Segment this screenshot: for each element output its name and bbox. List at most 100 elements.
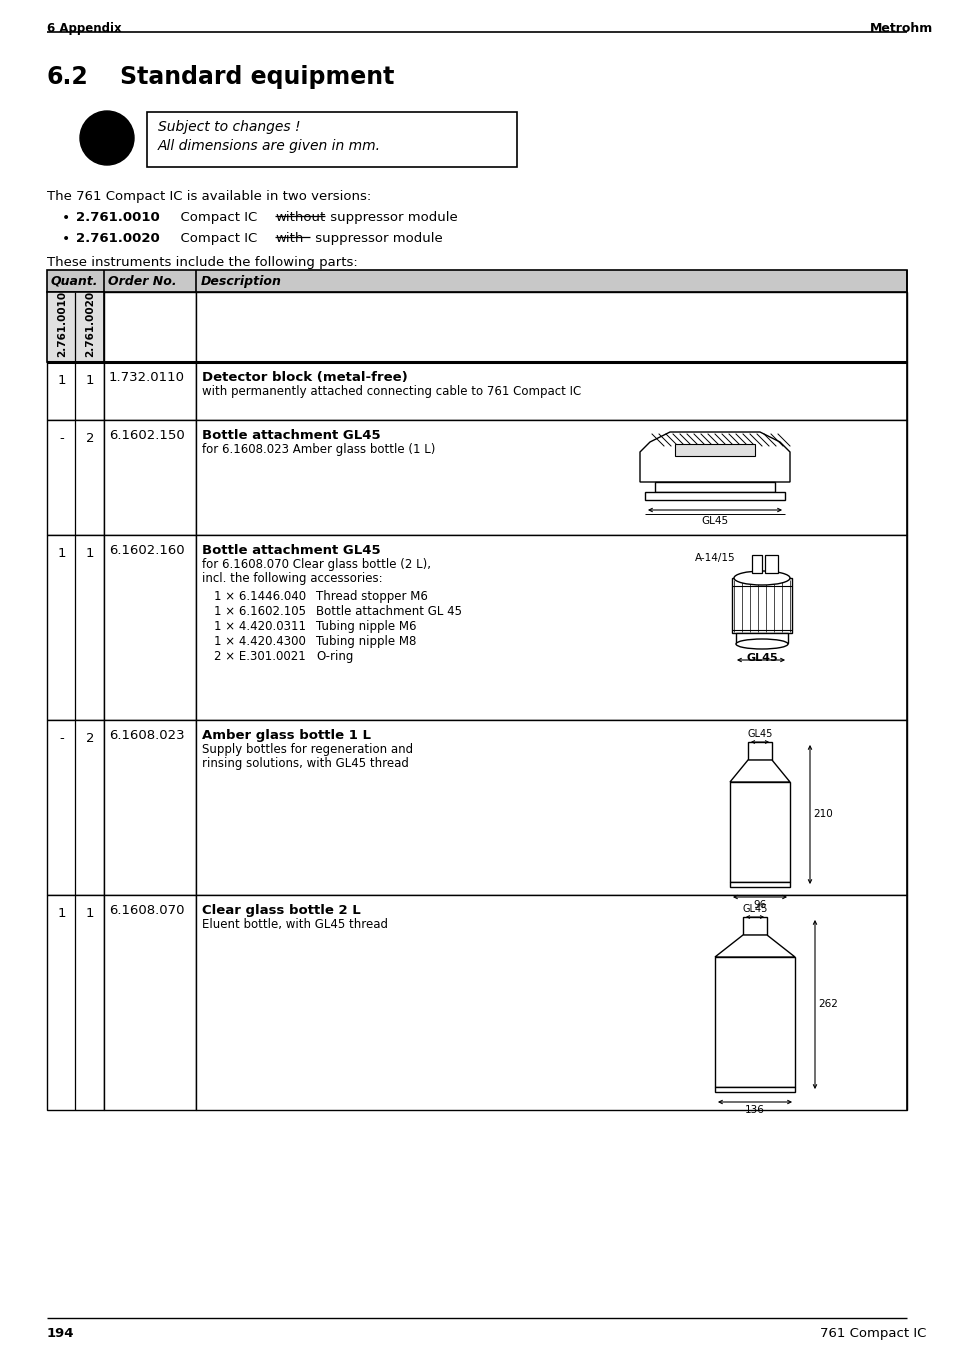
Ellipse shape xyxy=(733,571,789,585)
Text: Bottle attachment GL 45: Bottle attachment GL 45 xyxy=(315,605,461,617)
Bar xyxy=(747,742,771,761)
Text: !: ! xyxy=(99,122,115,155)
Text: These instruments include the following parts:: These instruments include the following … xyxy=(47,255,357,269)
Text: Amber glass bottle 1 L: Amber glass bottle 1 L xyxy=(202,730,371,742)
Text: Eluent bottle, with GL45 thread: Eluent bottle, with GL45 thread xyxy=(202,917,388,931)
Text: -: - xyxy=(59,432,64,444)
Text: •: • xyxy=(62,232,71,246)
Text: Supply bottles for regeneration and: Supply bottles for regeneration and xyxy=(202,743,413,757)
Bar xyxy=(195,535,906,720)
Text: 1 × 6.1602.105: 1 × 6.1602.105 xyxy=(213,605,306,617)
Text: 2: 2 xyxy=(86,432,94,444)
Text: 96: 96 xyxy=(753,900,766,911)
Text: All dimensions are given in mm.: All dimensions are given in mm. xyxy=(158,139,380,153)
Polygon shape xyxy=(639,432,789,482)
Text: Thread stopper M6: Thread stopper M6 xyxy=(315,590,428,603)
Bar xyxy=(195,362,906,420)
Bar xyxy=(742,917,766,935)
Polygon shape xyxy=(714,935,794,957)
Text: 1: 1 xyxy=(58,907,66,920)
Text: with: with xyxy=(274,232,303,245)
Text: Clear glass bottle 2 L: Clear glass bottle 2 L xyxy=(202,904,360,917)
Bar xyxy=(104,420,195,535)
Text: with permanently attached connecting cable to 761 Compact IC: with permanently attached connecting cab… xyxy=(202,385,580,399)
Text: 2 × E.301.0021: 2 × E.301.0021 xyxy=(213,650,305,663)
Bar xyxy=(751,555,761,573)
Text: 6.1602.150: 6.1602.150 xyxy=(109,430,185,442)
Bar xyxy=(195,292,906,362)
Text: 2.761.0010: 2.761.0010 xyxy=(57,290,67,357)
Bar xyxy=(47,894,104,1111)
Bar xyxy=(104,362,195,420)
Text: suppressor module: suppressor module xyxy=(311,232,442,245)
Text: Description: Description xyxy=(201,276,281,288)
Text: 1: 1 xyxy=(58,374,66,386)
Bar xyxy=(47,270,906,292)
Circle shape xyxy=(80,111,133,165)
Text: GL45: GL45 xyxy=(746,730,772,739)
Text: GL45: GL45 xyxy=(741,904,767,915)
Text: suppressor module: suppressor module xyxy=(326,211,457,224)
Bar xyxy=(729,782,789,882)
Text: 194: 194 xyxy=(47,1327,74,1340)
Text: 1: 1 xyxy=(86,374,94,386)
Text: 6.1608.023: 6.1608.023 xyxy=(109,730,185,742)
Text: 1: 1 xyxy=(58,547,66,561)
Bar xyxy=(47,362,104,420)
Polygon shape xyxy=(729,761,789,782)
Bar xyxy=(104,292,195,362)
Text: Subject to changes !: Subject to changes ! xyxy=(158,120,300,134)
Bar xyxy=(47,535,104,720)
Bar xyxy=(714,957,794,1088)
Bar xyxy=(47,420,104,535)
Text: 6.2: 6.2 xyxy=(47,65,89,89)
Bar xyxy=(655,482,774,492)
Text: Tubing nipple M8: Tubing nipple M8 xyxy=(315,635,416,648)
Text: 1: 1 xyxy=(86,547,94,561)
Text: 6 Appendix: 6 Appendix xyxy=(47,22,121,35)
Text: 2.761.0020: 2.761.0020 xyxy=(76,232,159,245)
Bar xyxy=(764,555,778,573)
Bar xyxy=(195,720,906,894)
Text: O-ring: O-ring xyxy=(315,650,353,663)
Text: 136: 136 xyxy=(744,1105,764,1115)
Text: 210: 210 xyxy=(812,809,832,819)
Text: The 761 Compact IC is available in two versions:: The 761 Compact IC is available in two v… xyxy=(47,190,371,203)
Text: for 6.1608.070 Clear glass bottle (2 L),: for 6.1608.070 Clear glass bottle (2 L), xyxy=(202,558,431,571)
Text: Compact IC: Compact IC xyxy=(172,211,261,224)
Bar xyxy=(731,578,791,634)
Text: 1 × 6.1446.040: 1 × 6.1446.040 xyxy=(213,590,306,603)
Text: 6.1608.070: 6.1608.070 xyxy=(109,904,184,917)
Bar xyxy=(104,894,195,1111)
Text: 1: 1 xyxy=(86,907,94,920)
Text: 262: 262 xyxy=(817,998,837,1009)
Bar xyxy=(729,882,789,888)
Bar xyxy=(147,112,517,168)
Text: GL45: GL45 xyxy=(700,516,728,526)
Bar xyxy=(47,720,104,894)
Text: 2: 2 xyxy=(86,732,94,744)
Text: 2.761.0020: 2.761.0020 xyxy=(85,290,95,357)
Ellipse shape xyxy=(735,639,787,648)
Bar xyxy=(47,292,104,362)
Text: Detector block (metal-free): Detector block (metal-free) xyxy=(202,372,407,384)
Text: Metrohm: Metrohm xyxy=(869,22,932,35)
Text: Bottle attachment GL45: Bottle attachment GL45 xyxy=(202,430,380,442)
Text: 1 × 4.420.4300: 1 × 4.420.4300 xyxy=(213,635,306,648)
Text: A-14/15: A-14/15 xyxy=(695,553,735,563)
Text: GL45: GL45 xyxy=(745,653,777,663)
Bar xyxy=(195,894,906,1111)
Text: •: • xyxy=(62,211,71,226)
Text: -: - xyxy=(59,732,64,744)
Text: 6.1602.160: 6.1602.160 xyxy=(109,544,185,557)
Text: 1 × 4.420.0311: 1 × 4.420.0311 xyxy=(213,620,306,634)
Text: Standard equipment: Standard equipment xyxy=(120,65,394,89)
Bar xyxy=(104,720,195,894)
Bar xyxy=(675,444,754,457)
Text: incl. the following accessories:: incl. the following accessories: xyxy=(202,571,382,585)
Text: Tubing nipple M6: Tubing nipple M6 xyxy=(315,620,416,634)
Text: Order No.: Order No. xyxy=(108,276,176,288)
Bar xyxy=(104,535,195,720)
Text: 2.761.0010: 2.761.0010 xyxy=(76,211,159,224)
Text: 761 Compact IC: 761 Compact IC xyxy=(820,1327,925,1340)
